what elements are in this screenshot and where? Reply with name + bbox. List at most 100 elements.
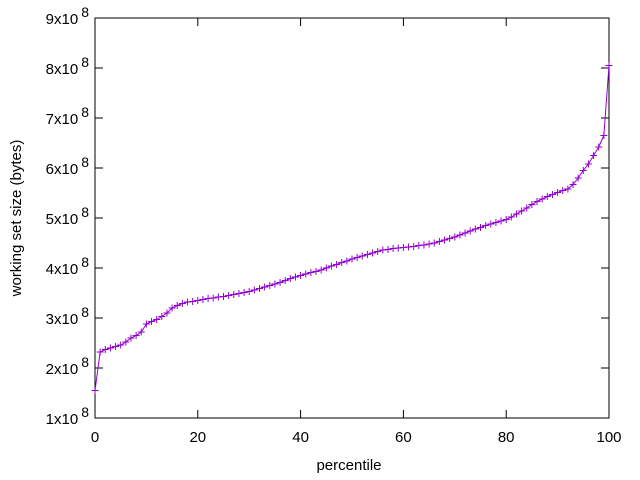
y-tick-label: 3x10 8 (46, 304, 90, 328)
data-point (564, 185, 572, 193)
y-tick-exponent: 8 (81, 154, 89, 170)
y-tick-mantissa: 8x10 (46, 61, 79, 78)
data-point (297, 272, 305, 279)
data-point (451, 233, 459, 241)
data-point (230, 291, 238, 298)
data-point (132, 332, 140, 339)
data-point (512, 210, 520, 218)
data-point (420, 241, 428, 249)
data-point (559, 187, 567, 194)
data-line (94, 65, 610, 391)
x-tick-label: 100 (596, 429, 621, 446)
data-point (112, 343, 120, 350)
data-point (117, 341, 125, 349)
data-point (291, 273, 299, 281)
data-point (127, 334, 135, 342)
data-point (441, 236, 449, 244)
data-point (425, 240, 433, 248)
data-point (245, 288, 253, 295)
data-point (518, 207, 526, 215)
x-tick-label: 20 (189, 429, 206, 446)
y-tick-exponent: 8 (81, 204, 89, 220)
data-point (153, 316, 161, 323)
y-tick-mantissa: 9x10 (46, 11, 79, 28)
data-point (240, 289, 248, 296)
y-tick-label: 8x10 8 (46, 54, 90, 78)
data-point (327, 262, 335, 270)
data-point (266, 282, 274, 289)
data-point (106, 344, 114, 352)
y-tick-exponent: 8 (81, 404, 89, 420)
data-point (307, 269, 315, 276)
data-point (122, 338, 130, 346)
data-point (410, 243, 418, 250)
data-point (477, 224, 484, 231)
data-point (538, 195, 546, 203)
data-point (600, 132, 608, 139)
data-point (168, 304, 176, 312)
y-tick-mantissa: 4x10 (46, 261, 79, 278)
data-point (358, 252, 366, 260)
data-point (502, 216, 510, 223)
data-point (523, 204, 531, 212)
data-point (363, 251, 371, 258)
y-tick-mantissa: 6x10 (46, 161, 79, 178)
data-point (286, 275, 294, 282)
x-tick-label: 0 (91, 429, 99, 446)
y-tick-label: 1x10 8 (46, 404, 90, 428)
data-point (435, 238, 443, 245)
data-point (255, 285, 263, 292)
data-point (178, 300, 186, 307)
data-point (158, 313, 166, 320)
data-point (250, 286, 258, 294)
data-point (584, 160, 592, 168)
data-point (338, 259, 346, 266)
data-point (173, 302, 181, 309)
data-point (461, 229, 469, 237)
data-point (456, 231, 464, 239)
x-tick-label: 40 (292, 429, 309, 446)
data-point (554, 189, 562, 196)
y-tick-label: 9x10 8 (46, 4, 90, 28)
data-point (343, 257, 351, 265)
plot-frame (94, 17, 610, 419)
y-tick-label: 2x10 8 (46, 354, 90, 378)
data-point (348, 255, 356, 263)
y-tick-mantissa: 2x10 (46, 361, 79, 378)
y-tick-mantissa: 3x10 (46, 311, 79, 328)
data-point (353, 254, 361, 261)
data-point (322, 264, 330, 272)
data-point (374, 248, 382, 255)
data-point (137, 328, 145, 336)
y-tick-mantissa: 5x10 (46, 211, 79, 228)
data-point (487, 220, 495, 228)
data-point (302, 270, 310, 278)
y-tick-label: 7x10 8 (46, 104, 90, 128)
data-point (312, 268, 320, 275)
data-point (220, 293, 227, 300)
data-point (446, 235, 454, 242)
data-point (148, 318, 156, 325)
data-point (276, 279, 284, 286)
data-point (199, 296, 207, 303)
data-point (430, 239, 438, 247)
data-point (605, 62, 613, 69)
data-point (507, 213, 515, 221)
x-axis-label: percentile (316, 457, 381, 474)
data-point (569, 181, 577, 188)
data-point (492, 219, 500, 226)
data-point (574, 174, 582, 182)
data-point (528, 201, 536, 208)
y-tick-exponent: 8 (81, 54, 89, 70)
data-point (281, 277, 289, 284)
y-tick-mantissa: 7x10 (46, 111, 79, 128)
data-point (333, 261, 341, 268)
data-point (595, 143, 603, 151)
data-point (194, 297, 202, 304)
data-point (497, 217, 505, 225)
data-point (579, 167, 587, 174)
data-point (369, 249, 377, 257)
data-point (482, 222, 490, 229)
y-tick-label: 5x10 8 (46, 204, 90, 228)
